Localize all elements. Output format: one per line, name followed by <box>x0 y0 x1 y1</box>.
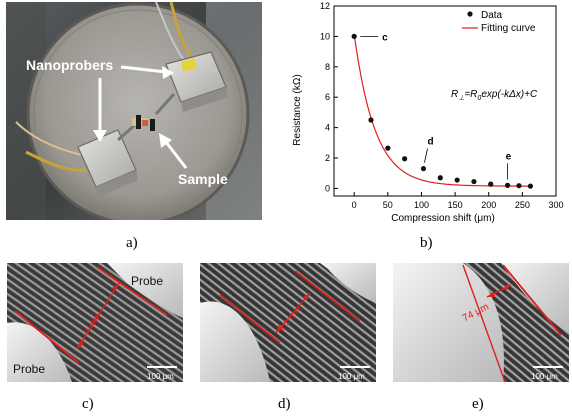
data-point <box>402 156 408 162</box>
y-tick-label: 4 <box>325 123 330 133</box>
data-point <box>527 183 534 189</box>
data-points-group <box>351 33 534 189</box>
sem-image-c: 4 mm Probe Probe 100 μm <box>7 263 183 382</box>
data-point <box>504 182 511 188</box>
legend-marker-data <box>467 11 473 17</box>
annotation-label: e <box>506 151 512 162</box>
legend-label-data: Data <box>481 10 503 21</box>
sample <box>132 115 155 131</box>
scale-text-c: 100 μm <box>147 372 174 381</box>
caption-b: b) <box>420 235 433 251</box>
x-tick-label: 300 <box>548 200 563 210</box>
x-tick-label: 0 <box>352 200 357 210</box>
caption-e: e) <box>472 396 484 412</box>
sem-panel-d: 2.1 mm 100 μm <box>200 263 376 382</box>
annotation-label: d <box>427 137 433 148</box>
data-point <box>516 183 522 189</box>
data-point <box>351 33 357 40</box>
sem-image-e: 74 μm 100 μm <box>393 263 569 382</box>
label-sample: Sample <box>178 171 228 187</box>
y-tick-label: 12 <box>320 1 330 11</box>
legend: Data Fitting curve <box>462 10 536 34</box>
y-axis-label: Resistance (kΩ) <box>292 74 303 145</box>
fitting-curve-group <box>353 34 531 187</box>
data-point <box>471 178 477 185</box>
y-tick-label: 2 <box>325 153 330 163</box>
probe-label-bottom: Probe <box>13 362 45 376</box>
x-tick-label: 200 <box>481 200 496 210</box>
chart-axes: 0 50 100 150 200 250 300 0 2 4 6 8 10 12 <box>320 1 564 210</box>
caption-c: c) <box>82 396 94 412</box>
data-point <box>488 181 494 187</box>
data-point <box>385 145 391 151</box>
sem-panel-e: 74 μm 100 μm <box>393 263 569 382</box>
x-tick-label: 100 <box>414 200 429 210</box>
nanoprober-photo: Nanoprobers Sample <box>6 2 262 220</box>
photo-panel-a: Nanoprobers Sample <box>6 2 262 220</box>
resistance-chart: 0 50 100 150 200 250 300 0 2 4 6 8 10 12 c d e Data Fit… <box>292 1 564 224</box>
chart-panel-b: 0 50 100 150 200 250 300 0 2 4 6 8 10 12 c d e Data Fit… <box>290 0 572 228</box>
plot-frame <box>333 5 557 197</box>
caption-a: a) <box>126 235 138 251</box>
fit-equation: R⊥=R0exp(-kΔx)+C <box>451 89 538 102</box>
y-tick-label: 6 <box>325 92 330 102</box>
data-point <box>420 166 427 172</box>
annotations-group: c d e <box>360 32 512 180</box>
data-point <box>437 175 443 181</box>
sem-panel-c: 4 mm Probe Probe 100 μm <box>7 263 183 382</box>
sem-image-d: 2.1 mm 100 μm <box>200 263 376 382</box>
label-nanoprobers: Nanoprobers <box>26 57 113 73</box>
x-tick-label: 50 <box>383 200 393 210</box>
x-tick-label: 150 <box>448 200 463 210</box>
scale-text-d: 100 μm <box>338 372 365 381</box>
caption-d: d) <box>278 396 291 412</box>
annotation-arrow <box>424 148 428 163</box>
nanoprober-right <box>154 51 228 116</box>
y-tick-label: 0 <box>325 183 330 193</box>
annotation-label: c <box>382 32 388 43</box>
nanoprober-left <box>77 122 138 197</box>
data-point <box>454 177 460 183</box>
y-tick-label: 10 <box>320 31 330 41</box>
fitting-curve <box>353 34 531 187</box>
x-tick-label: 250 <box>515 200 530 210</box>
x-axis-label: Compression shift (μm) <box>391 213 495 224</box>
scale-text-e: 100 μm <box>531 372 558 381</box>
data-point <box>368 117 374 123</box>
y-tick-label: 8 <box>325 62 330 72</box>
probe-label-top: Probe <box>131 274 163 288</box>
legend-label-fit: Fitting curve <box>481 23 536 34</box>
